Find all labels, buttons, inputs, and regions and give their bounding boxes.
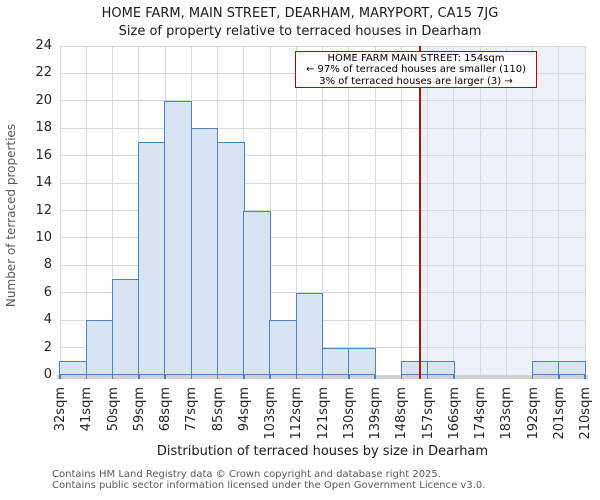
axis-tick (348, 375, 350, 379)
x-tick-label-text: 183sqm (499, 387, 515, 440)
axis-tick (59, 375, 61, 379)
axis-tick (243, 375, 245, 379)
x-tick-label-text: 139sqm (368, 387, 383, 440)
y-tick-label: 12 (35, 202, 52, 218)
annotation-line-2: ← 97% of terraced houses are smaller (11… (305, 64, 527, 76)
axis-tick (216, 375, 219, 379)
axis-tick (295, 375, 297, 379)
x-tick-label-text: 59sqm (131, 387, 147, 432)
histogram-bar (59, 361, 87, 375)
footer-line-2: Contains public sector information licen… (52, 480, 486, 491)
x-tick-label-text: 121sqm (315, 387, 331, 440)
x-tick-label-text: 192sqm (525, 387, 541, 440)
histogram-bar (558, 361, 586, 375)
y-tick-label: 6 (43, 284, 52, 300)
axis-tick (374, 375, 376, 379)
footer-line-1: Contains HM Land Registry data © Crown c… (52, 469, 441, 480)
x-tick-label-text: 166sqm (446, 387, 462, 440)
y-tick-label: 22 (35, 65, 52, 81)
x-tick-label-text: 41sqm (79, 387, 95, 432)
y-tick-label: 0 (43, 367, 52, 382)
histogram-bar (269, 320, 297, 375)
gridline-h (59, 237, 586, 239)
annotation-line-3: 3% of terraced houses are larger (3) → (319, 75, 513, 87)
histogram-bar (295, 292, 324, 375)
y-tick-label: 2 (43, 339, 52, 355)
gridline-h (59, 155, 586, 157)
x-axis-title: Distribution of terraced houses by size … (156, 444, 489, 459)
axis-tick (426, 375, 429, 379)
x-tick-label-text: 201sqm (551, 387, 567, 440)
x-tick-label-text: 130sqm (341, 387, 357, 440)
histogram-bar (190, 128, 219, 375)
axis-tick (558, 375, 560, 379)
y-tick-label: 8 (43, 257, 52, 273)
x-tick-label-text: 148sqm (394, 387, 410, 440)
histogram-bar (85, 320, 114, 375)
x-tick-label-text: 50sqm (105, 387, 121, 432)
histogram-bar (426, 361, 455, 375)
x-tick-label-text: 174sqm (473, 387, 488, 440)
axis-tick (584, 375, 586, 379)
y-tick-label: 14 (35, 175, 52, 191)
histogram-bar (216, 141, 245, 375)
histogram-bar (164, 100, 192, 375)
x-tick-label-text: 157sqm (420, 387, 436, 440)
gridline-h (59, 45, 586, 47)
axis-tick (400, 375, 402, 379)
y-tick-label: 4 (43, 312, 52, 328)
axis-tick (138, 375, 140, 379)
y-tick-label: 20 (35, 92, 52, 108)
x-tick-label-text: 210sqm (578, 387, 593, 440)
histogram-bar (243, 210, 271, 375)
y-tick-label: 24 (35, 38, 52, 53)
annotation-box: HOME FARM MAIN STREET: 154sqm ← 97% of t… (295, 51, 537, 88)
axis-tick (190, 375, 192, 379)
axis-tick (321, 375, 324, 379)
histogram-bar (531, 361, 560, 375)
chart-subtitle: Size of property relative to terraced ho… (118, 24, 482, 39)
gridline-h (59, 264, 586, 266)
y-tick-label: 10 (35, 229, 52, 245)
gridline-h (59, 182, 586, 184)
x-tick-label-text: 68sqm (158, 387, 173, 432)
gridline-h (59, 100, 586, 102)
gridline-h (59, 210, 586, 211)
annotation-line-1: HOME FARM MAIN STREET: 154sqm (327, 53, 505, 64)
marker-line (419, 46, 421, 379)
x-tick-label: 210sqm (578, 383, 600, 440)
x-tick-label-text: 103sqm (263, 387, 278, 440)
histogram-bar (321, 347, 350, 375)
histogram-bar (138, 141, 166, 375)
histogram-bar (348, 347, 376, 375)
axis-tick (111, 375, 114, 379)
plot-area: HOME FARM MAIN STREET: 154sqm ← 97% of t… (35, 38, 593, 440)
y-tick-label: 16 (35, 147, 52, 163)
axis-tick (85, 375, 87, 379)
histogram-bar (400, 361, 429, 375)
y-tick-label: 18 (35, 120, 52, 136)
axis-tick (531, 375, 534, 379)
x-tick-label-text: 77sqm (184, 387, 200, 432)
axis-tick (453, 375, 455, 379)
chart-title: HOME FARM, MAIN STREET, DEARHAM, MARYPOR… (101, 6, 499, 21)
footer-attribution: Contains HM Land Registry data © Crown c… (52, 469, 485, 491)
x-tick-label-text: 85sqm (210, 387, 226, 432)
x-tick-label-text: 94sqm (236, 387, 252, 432)
gridline-h (59, 127, 586, 129)
axis-tick (269, 375, 271, 379)
x-tick-label-text: 112sqm (289, 387, 305, 440)
x-tick-label-text: 32sqm (53, 387, 68, 432)
histogram-bar (111, 279, 140, 375)
axis-tick (164, 375, 166, 379)
